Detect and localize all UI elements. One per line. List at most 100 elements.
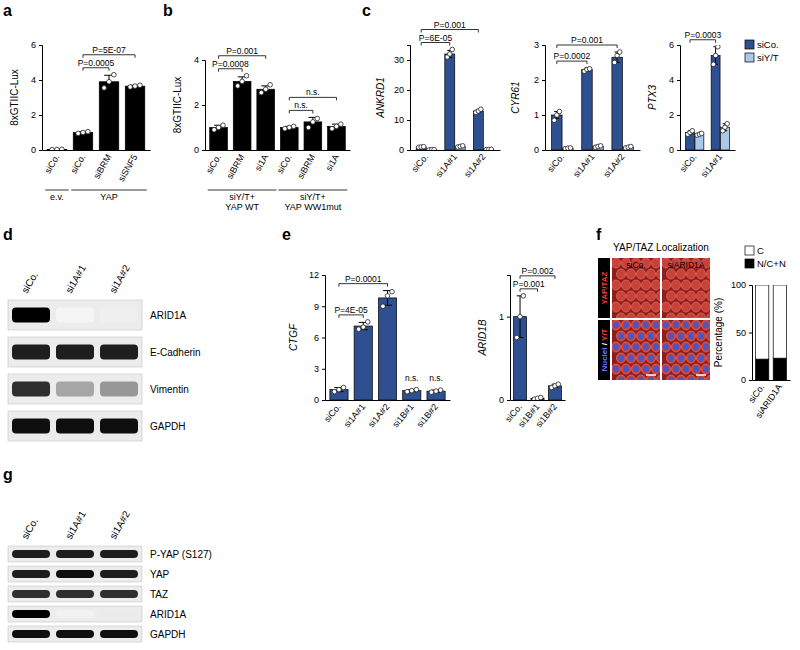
x-axis: siCo.si1A#1si1A#2 (545, 151, 640, 180)
cell (637, 331, 646, 341)
significance-bracket (520, 276, 555, 279)
y-tick-mark (749, 333, 752, 334)
row-label: ARID1A (150, 310, 186, 321)
nucleus (633, 322, 639, 328)
blot-strip (8, 626, 142, 642)
replicate-point (699, 131, 704, 136)
cell (677, 313, 686, 318)
significance-label: P=0.0001 (345, 274, 382, 284)
micrograph (662, 320, 710, 380)
cell (707, 375, 711, 380)
cell (697, 353, 706, 363)
bar (280, 128, 298, 151)
nucleus (708, 355, 710, 361)
blot-band (12, 570, 50, 578)
plot-area (210, 73, 346, 150)
replicate-point (112, 72, 117, 77)
y-tick-label: 50 (736, 328, 746, 338)
y-tick-label: 2 (194, 100, 199, 110)
nucleus (623, 344, 629, 350)
blot-band (56, 590, 94, 598)
x-tick-label: siSNF5 (116, 153, 139, 184)
cell (677, 291, 686, 301)
y-tick-label: 2 (31, 110, 36, 120)
micrograph-background (612, 320, 660, 380)
micrograph-background (612, 258, 660, 318)
plot-area (47, 72, 145, 150)
blot-band (56, 308, 94, 323)
cell (637, 353, 646, 363)
bar (257, 89, 275, 150)
y-axis: 0123 (534, 40, 546, 155)
y-tick-mark (407, 60, 410, 61)
cell (682, 302, 691, 312)
y-tick: 4 (669, 75, 680, 85)
x-tick-label: siCo. (43, 153, 62, 176)
x-tick: siARID1A (753, 382, 784, 420)
y-tick: 10 (394, 115, 410, 125)
panel-label: a (3, 2, 12, 19)
nucleus (628, 377, 634, 380)
y-axis-title: CTGF (288, 323, 299, 351)
x-axis: siCo.si1A#1si1A#2 (410, 151, 501, 180)
replicate-point (381, 304, 386, 309)
cell (622, 280, 631, 290)
blot-strip (8, 300, 142, 330)
replicate-point (283, 126, 288, 131)
replicate-point (361, 325, 366, 330)
bar (582, 70, 592, 151)
bar (473, 111, 483, 150)
y-tick-mark (542, 150, 545, 151)
lane-label: siCo. (19, 516, 40, 541)
x-tick: siCo. (545, 152, 566, 174)
row-label: TAZ (150, 589, 168, 600)
group-line (45, 190, 69, 191)
y-axis-title: PTX3 (647, 85, 658, 110)
significance-label: P=5E-07 (92, 45, 126, 55)
cell (697, 269, 706, 279)
nucleus (703, 366, 709, 372)
nucleus (708, 333, 710, 339)
y-tick: 1 (534, 110, 545, 120)
y-tick-mark (39, 115, 42, 116)
y-tick: 2 (194, 100, 205, 110)
significance-label: P=0.001 (434, 20, 466, 30)
cell (652, 258, 661, 268)
micrograph (612, 258, 660, 318)
cell (612, 302, 621, 312)
bar (354, 326, 372, 400)
replicate-point (434, 389, 439, 394)
x-tick-label: si1B#2 (534, 402, 559, 430)
significance-label: P=0.001 (513, 279, 545, 289)
scale-bar (646, 374, 656, 376)
nucleus (678, 333, 684, 339)
cell (652, 280, 661, 290)
nucleus (648, 355, 654, 361)
nucleus (648, 333, 654, 339)
nucleus (653, 366, 659, 372)
blot-strip (8, 411, 142, 441)
replicate-point (538, 395, 543, 400)
blot-band (12, 610, 50, 618)
plot-area (513, 294, 561, 400)
y-tick-label: 0 (194, 145, 199, 155)
replicate-point (598, 144, 603, 149)
replicate-point (617, 50, 622, 55)
significance-bracket (339, 315, 363, 318)
blot-band (100, 590, 138, 598)
blot-strip (8, 586, 142, 602)
cell (707, 313, 711, 318)
significance-label: n.s. (405, 373, 419, 383)
significance-bracket (289, 110, 313, 113)
nucleus (668, 377, 674, 380)
significance-bracket (219, 69, 243, 72)
bar (99, 82, 119, 150)
plot-area (416, 47, 494, 150)
nucleus (638, 377, 644, 380)
nucleus (623, 366, 629, 372)
y-axis-title: CYR61 (510, 81, 521, 113)
blot-band (12, 382, 50, 397)
nucleus (663, 344, 669, 350)
replicate-point (489, 147, 494, 150)
y-tick: 0 (399, 145, 410, 155)
